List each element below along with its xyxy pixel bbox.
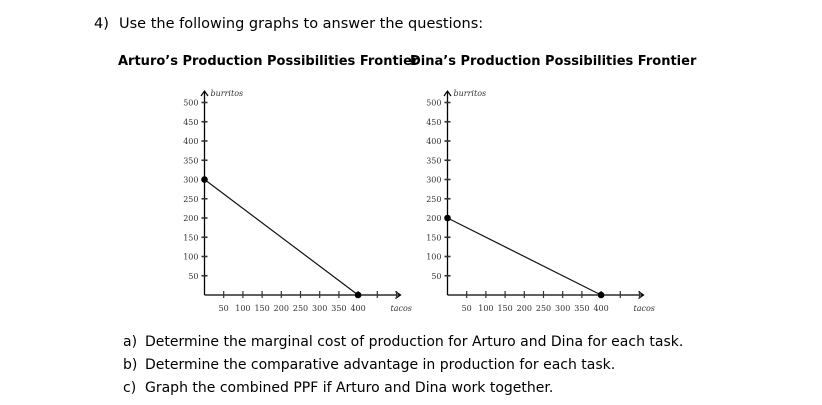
dina-ppf-chart: 50 100 150 200 250 300 350 400 450 500 50 100 150 200… [426, 89, 655, 313]
x-tick-label: 50 [462, 304, 472, 313]
y-tick-label: 350 [183, 156, 198, 165]
x-tick-label: 350 [331, 304, 346, 313]
x-axis-label: tacos [391, 304, 412, 313]
y-tick-label: 100 [183, 253, 198, 262]
y-axis-arrow-icon [443, 89, 452, 97]
ppf-endpoint-x [597, 291, 605, 299]
x-tick-label: 250 [536, 304, 551, 313]
y-tick-label: 300 [426, 176, 441, 185]
y-tick-label: 250 [426, 195, 441, 204]
y-tick-label: 350 [426, 156, 441, 165]
subquestion-text: Determine the marginal cost of productio… [145, 334, 684, 350]
y-tick-label: 200 [426, 214, 441, 223]
y-tick-label: 450 [183, 118, 198, 127]
y-axis-arrow-icon [200, 89, 209, 97]
x-tick-label: 300 [312, 304, 327, 313]
y-tick-label: 50 [431, 272, 441, 281]
y-tick-label: 300 [183, 176, 198, 185]
subquestion-letter: a) [123, 334, 138, 350]
x-axis-arrow-icon [395, 291, 402, 299]
question-text: Use the following graphs to answer the q… [119, 16, 484, 32]
y-axis-label: burritos [454, 89, 487, 98]
subquestion-text: Graph the combined PPF if Arturo and Din… [145, 380, 554, 396]
ppf-endpoint-x [354, 291, 362, 299]
subquestion-letter: b) [123, 357, 138, 373]
x-tick-label: 350 [574, 304, 589, 313]
x-tick-label: 100 [235, 304, 250, 313]
ppf-line [447, 217, 602, 296]
dina-chart-title: Dina’s Production Possibilities Frontier [410, 54, 697, 69]
y-tick-label: 450 [426, 118, 441, 127]
x-axis-label: tacos [634, 304, 655, 313]
x-tick-label: 50 [219, 304, 229, 313]
arturo-chart-title: Arturo’s Production Possibilities Fronti… [118, 54, 419, 69]
subquestion-text: Determine the comparative advantage in p… [145, 357, 616, 373]
x-tick-label: 250 [293, 304, 308, 313]
x-tick-label: 400 [350, 304, 365, 313]
x-tick-label: 200 [274, 304, 289, 313]
y-tick-label: 150 [426, 233, 441, 242]
x-tick-label: 150 [497, 304, 512, 313]
question-number: 4) [94, 16, 109, 32]
y-tick-label: 500 [183, 99, 198, 108]
y-tick-label: 500 [426, 99, 441, 108]
y-tick-label: 400 [183, 137, 198, 146]
y-tick-label: 400 [426, 137, 441, 146]
ppf-line [204, 179, 359, 296]
x-tick-label: 150 [254, 304, 269, 313]
y-tick-label: 200 [183, 214, 198, 223]
y-tick-label: 150 [183, 233, 198, 242]
x-tick-label: 300 [555, 304, 570, 313]
ppf-endpoint-y [201, 176, 208, 183]
x-tick-label: 200 [517, 304, 532, 313]
x-axis-arrow-icon [638, 291, 645, 299]
ppf-endpoint-y [444, 214, 451, 222]
arturo-ppf-chart: 50 100 150 200 250 300 350 400 450 500 50 100 150 200… [183, 89, 412, 313]
y-tick-label: 100 [426, 253, 441, 262]
y-tick-label: 50 [188, 272, 198, 281]
x-tick-label: 400 [593, 304, 608, 313]
subquestion-letter: c) [123, 380, 137, 396]
y-axis-label: burritos [211, 89, 244, 98]
y-tick-label: 250 [183, 195, 198, 204]
x-tick-label: 100 [478, 304, 493, 313]
